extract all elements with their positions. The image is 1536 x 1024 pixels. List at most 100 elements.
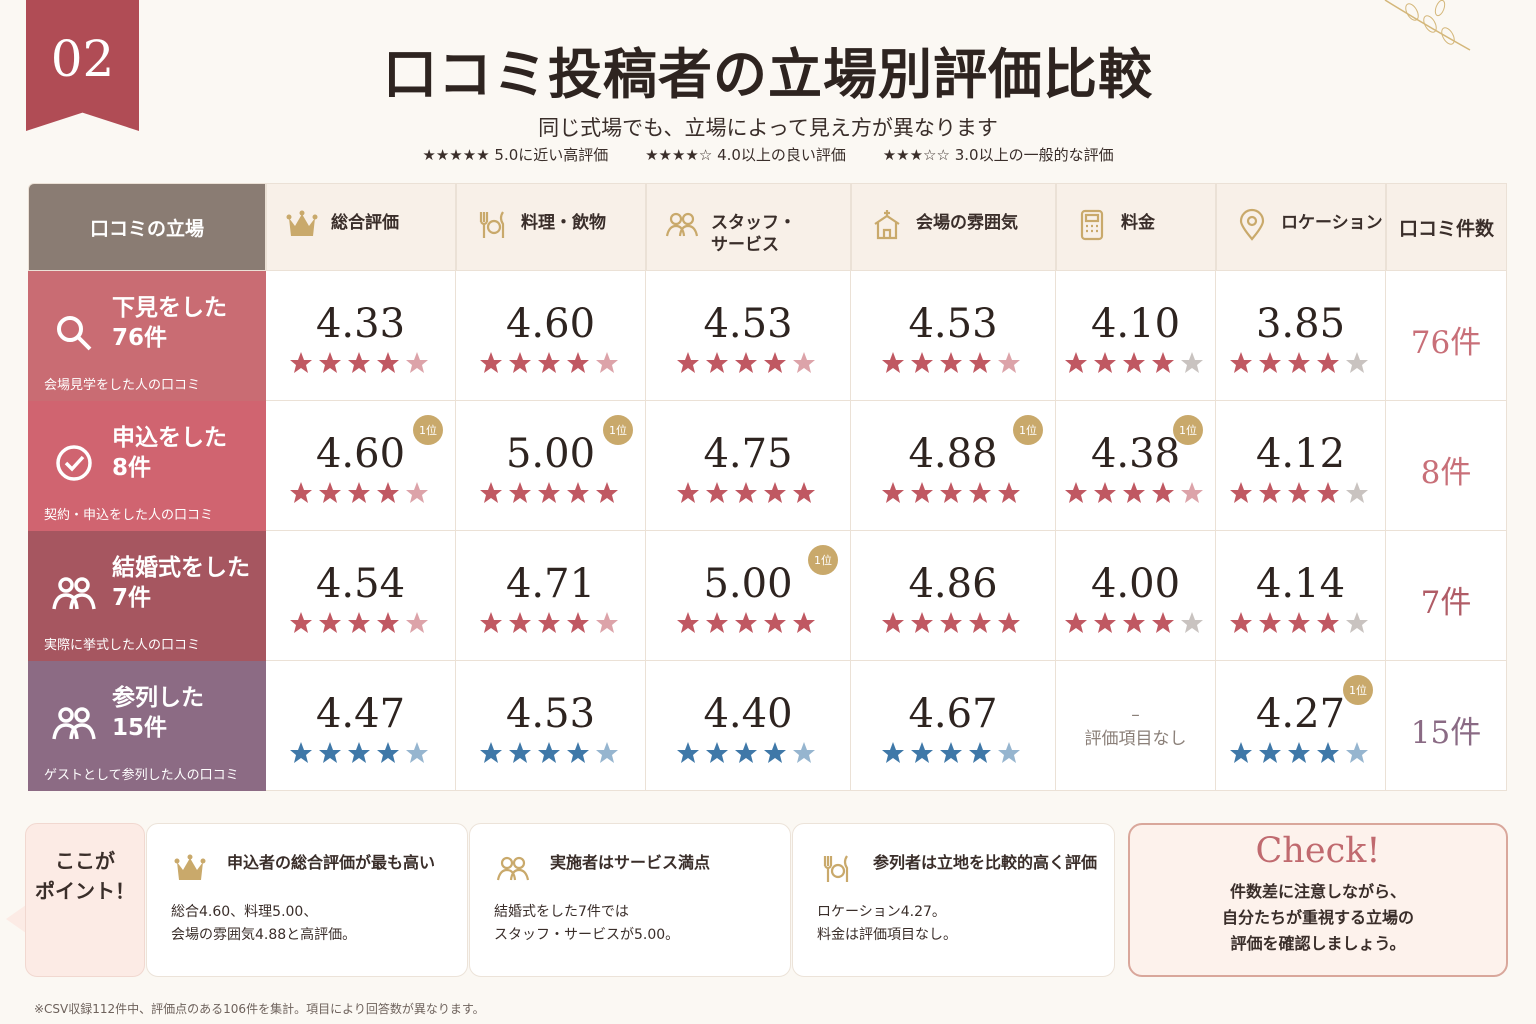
star-rating [882, 612, 1020, 633]
cutlery-icon [475, 208, 509, 242]
rating-cell: 3.85 [1216, 271, 1386, 401]
star-mark [1151, 482, 1174, 503]
couple-icon [50, 569, 98, 617]
count-cell: 8件 [1386, 401, 1507, 531]
star-mark [405, 352, 428, 373]
rating-value: 4.53 [703, 301, 793, 347]
star-mark [289, 612, 312, 633]
star-mark [537, 352, 560, 373]
star-mark [479, 612, 502, 633]
star-mark [882, 612, 904, 633]
rank-badge: 1位 [413, 415, 443, 445]
star-mark [405, 612, 428, 633]
star-mark [289, 352, 312, 373]
rating-cell: 4.27 1位 [1216, 661, 1386, 791]
star-rating [677, 742, 815, 763]
row-header: 申込をした 8件 契約・申込をした人の口コミ [28, 401, 266, 531]
rating-cell: 4.53 [456, 661, 646, 791]
star-mark [793, 482, 815, 503]
star-mark [706, 742, 728, 763]
rating-value: 4.60 [505, 301, 596, 347]
star-rating [479, 612, 618, 633]
row-count-label: 8件 [112, 455, 152, 481]
star-rating [1229, 352, 1368, 373]
star-rating [882, 742, 1020, 763]
star-mark [706, 612, 728, 633]
star-mark [706, 352, 728, 373]
star-mark [537, 482, 560, 503]
check-title: Check! [1255, 831, 1381, 871]
rating-cell: 4.53 [646, 271, 851, 401]
star-mark [1316, 482, 1339, 503]
point-label: ここが ポイント！ [25, 823, 145, 977]
rating-value: 4.86 [908, 561, 998, 607]
star-rating [289, 742, 428, 763]
star-mark [1345, 742, 1368, 763]
location-pin-icon [1235, 208, 1269, 242]
cutlery-icon [819, 852, 853, 886]
star-mark [376, 612, 399, 633]
rating-table: 口コミの立場 総合評価 料理・飲物 スタッフ・ サービス 会場の雰囲気 料金 ロケーション口… [28, 183, 1507, 793]
star-mark [1122, 352, 1145, 373]
legend-item: ★★★★☆ 4.0以上の良い評価 [645, 146, 846, 164]
star-mark [764, 482, 786, 503]
count-cell: 76件 [1386, 271, 1507, 401]
star-mark [1229, 742, 1252, 763]
star-mark [735, 612, 757, 633]
star-mark [347, 612, 370, 633]
people-icon [496, 852, 530, 886]
point-card: 申込者の総合評価が最も高い 総合4.60、料理5.00、 会場の雰囲気4.88と… [146, 823, 468, 977]
not-rated: – 評価項目なし [1084, 705, 1187, 749]
rating-value: 4.54 [315, 561, 406, 607]
star-mark [1345, 352, 1368, 373]
branch-decoration-icon [1384, 0, 1471, 51]
star-mark [793, 612, 815, 633]
star-rating [677, 612, 815, 633]
star-mark [1064, 612, 1087, 633]
star-mark [1229, 352, 1252, 373]
star-mark [764, 742, 786, 763]
point-label-text: ここが ポイント！ [35, 849, 135, 903]
section-number-ribbon: 02 [26, 0, 139, 131]
column-header: 会場の雰囲気 [851, 183, 1056, 271]
star-mark [376, 742, 399, 763]
header-position: 口コミの立場 [28, 183, 266, 271]
row-note: ゲストとして参列した人の口コミ [44, 768, 239, 783]
rating-value: 4.88 [908, 431, 998, 477]
star-mark [911, 742, 933, 763]
search-icon [50, 309, 98, 357]
column-header: ロケーション [1216, 183, 1386, 271]
point-title: 申込者の総合評価が最も高い [227, 853, 436, 872]
rating-value: 4.00 [1090, 561, 1181, 607]
row-header: 下見をした 76件 会場見学をした人の口コミ [28, 271, 266, 401]
row-title-text: 参列した [112, 685, 204, 711]
rating-value: 4.40 [703, 691, 793, 737]
rating-cell: 4.67 [851, 661, 1056, 791]
star-mark [1316, 612, 1339, 633]
row-header: 参列した 15件 ゲストとして参列した人の口コミ [28, 661, 266, 791]
point-card: 実施者はサービス満点 結婚式をした7件では スタッフ・サービスが5.00。 [469, 823, 791, 977]
star-mark [479, 482, 502, 503]
star-mark [1258, 482, 1281, 503]
star-mark [537, 742, 560, 763]
star-mark [1093, 352, 1116, 373]
star-mark [735, 482, 757, 503]
star-rating [289, 482, 428, 503]
star-mark [911, 482, 933, 503]
column-header: 料理・飲物 [456, 183, 646, 271]
review-count: 7件 [1420, 585, 1472, 621]
star-mark [566, 352, 589, 373]
point-text: 総合4.60、料理5.00、 会場の雰囲気4.88と高評価。 [171, 904, 357, 943]
rating-cell: 4.47 [266, 661, 456, 791]
rank-badge: 1位 [1173, 415, 1203, 445]
guests-icon [50, 699, 98, 747]
star-mark [1093, 482, 1116, 503]
star-mark [347, 352, 370, 373]
star-rating [479, 742, 618, 763]
rating-value: 4.38 [1090, 431, 1181, 477]
star-mark [595, 482, 618, 503]
star-mark [405, 742, 428, 763]
column-header: 料金 [1056, 183, 1216, 271]
column-header-label: 総合評価 [331, 213, 399, 233]
star-mark [677, 742, 699, 763]
